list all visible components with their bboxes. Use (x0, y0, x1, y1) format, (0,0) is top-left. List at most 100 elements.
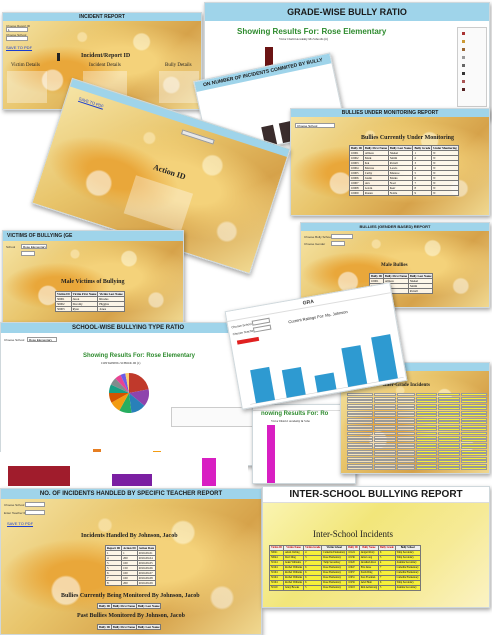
table-cell: 2016-09-09 (136, 580, 156, 586)
inter-school-card: INTER-SCHOOL BULLYING REPORT Inter-Schoo… (262, 486, 490, 608)
school-select[interactable] (6, 36, 28, 41)
table-cell (373, 453, 396, 457)
table-cell (373, 417, 396, 421)
table-header-cell: Bully ID (97, 603, 112, 609)
table-cell (373, 456, 396, 460)
lower-bar-1 (8, 466, 70, 486)
table-header-cell: Bully First Name (362, 145, 389, 151)
table-cell (396, 396, 415, 400)
table-cell: 2016-09-06 (136, 565, 156, 571)
school-wise-chart-title: Showing Results For: Rose Elementary (83, 353, 196, 359)
table-cell (373, 463, 396, 467)
victim-fields (7, 71, 47, 103)
table-cell (347, 421, 373, 425)
table-cell (396, 456, 415, 460)
ratings-teacher-select[interactable] (252, 324, 272, 333)
table-cell (396, 393, 415, 397)
table-cell (347, 446, 373, 450)
table-header-cell: Bully ID (97, 624, 112, 630)
table-cell (415, 407, 438, 411)
table-cell (415, 456, 438, 460)
table-cell (415, 421, 438, 425)
table-cell (396, 449, 415, 453)
table-cell: Rachel Williams (282, 575, 305, 581)
table-cell (347, 460, 373, 464)
table-cell (438, 442, 461, 446)
table-row (347, 432, 488, 436)
incident-report-card: INCIDENT REPORT Choose Report ID 1 Choos… (2, 12, 202, 110)
table-cell: Camellia Elementary (394, 575, 421, 581)
ratings-chart-title: Current Ratings For: Ms. Johnson (287, 309, 348, 325)
table-cell (461, 442, 488, 446)
grade-legend (457, 27, 487, 107)
victims-card: VICTIMS OF BULLYING (GE School Rose Elem… (2, 230, 184, 324)
table-cell (373, 428, 396, 432)
teacher-id-input[interactable] (25, 510, 45, 515)
table-cell (461, 460, 488, 464)
table-cell (396, 442, 415, 446)
table-header-cell: Under Monitoring (431, 145, 459, 151)
table-cell (415, 460, 438, 464)
ratings-school-label: Choose School (231, 321, 252, 330)
table-row: 10009 Ronan Noble 9 N (349, 190, 459, 196)
grade-wise-chart-title: Showing Results For: Rose Elementary (237, 27, 387, 36)
table-cell (347, 449, 373, 453)
table-cell (347, 393, 373, 397)
teacher-id-label: Enter Teacher ID (4, 511, 27, 515)
gender-select[interactable] (331, 241, 345, 246)
table-row (347, 456, 488, 460)
report-id-select[interactable]: 1 (6, 27, 28, 32)
table-row (347, 467, 488, 471)
table-row: 50104 Rachel Williams 6 Rose Elementary 1025… (269, 580, 421, 586)
table-cell: 2016-09-07 (136, 570, 156, 576)
cursor-marker (57, 53, 60, 61)
table-cell: Jasmine Secondary (394, 560, 421, 566)
school-wise-card: SCHOOL-WISE BULLYING TYPE RATIO Choose S… (0, 322, 256, 466)
table-row: 50021 Adam Verling 4 Camellia Elementary 101… (269, 550, 421, 556)
victims-title: VICTIMS OF BULLYING (GE (7, 233, 73, 239)
table-cell (461, 428, 488, 432)
table-cell: 200 (121, 580, 138, 586)
teacher-save-pdf-link[interactable]: SAVE TO PDF (7, 521, 34, 526)
table-row (347, 442, 488, 446)
bully-school-select[interactable] (331, 234, 353, 239)
victims-school-select[interactable]: Rose Elementary (21, 244, 47, 249)
victims-gender-select[interactable] (21, 251, 35, 256)
bully-details-title: Bully Details (165, 63, 192, 68)
table-row (347, 403, 488, 407)
table-cell (347, 428, 373, 432)
lower-chart-card (0, 452, 248, 492)
table-cell (347, 442, 373, 446)
table-row (347, 439, 488, 443)
monitoring-school-select[interactable]: Choose School (295, 123, 335, 128)
table-cell (415, 453, 438, 457)
table-cell (461, 463, 488, 467)
action-save-pdf-link[interactable]: SAVE TO PDF (78, 95, 105, 109)
table-cell (438, 421, 461, 425)
incident-details-heading: Incident Details (89, 63, 121, 68)
ratings-bar (281, 366, 306, 398)
table-header-cell: Bully First Name (110, 624, 137, 630)
table-header-cell: Victim First Name (70, 291, 99, 297)
table-row (347, 400, 488, 404)
past-monitored-table: Bully ID Bully First Name Bully Last Name (97, 624, 162, 630)
save-pdf-link[interactable]: SAVE TO PDF (6, 45, 33, 50)
table-cell: 2016-09-08 (136, 575, 156, 581)
table-row: Report ID Action ID Action Date (104, 545, 156, 551)
incident-report-header: INCIDENT REPORT (3, 13, 201, 21)
ratings-button[interactable] (236, 336, 260, 345)
table-cell: Rachel Williams (282, 580, 305, 586)
table-row: Bully ID Bully First Name Bully Last Name (369, 273, 434, 279)
table-row (347, 393, 488, 397)
table-row: Bully ID Bully First Name Bully Last Name (97, 603, 162, 609)
table-row (347, 421, 488, 425)
choose-report-label: Choose Report ID (6, 24, 31, 28)
school-wise-select[interactable]: Rose Elementary (27, 337, 57, 342)
table-cell (396, 428, 415, 432)
teacher-school-select[interactable] (25, 502, 45, 507)
table-cell: Jasmine Secondary (394, 585, 421, 591)
table-row (347, 407, 488, 411)
bullies-gender-header: BULLIES (GENDER BASED) REPORT (301, 223, 489, 231)
victims-heading: Male Victims of Bullying (61, 279, 125, 285)
table-cell (373, 460, 396, 464)
